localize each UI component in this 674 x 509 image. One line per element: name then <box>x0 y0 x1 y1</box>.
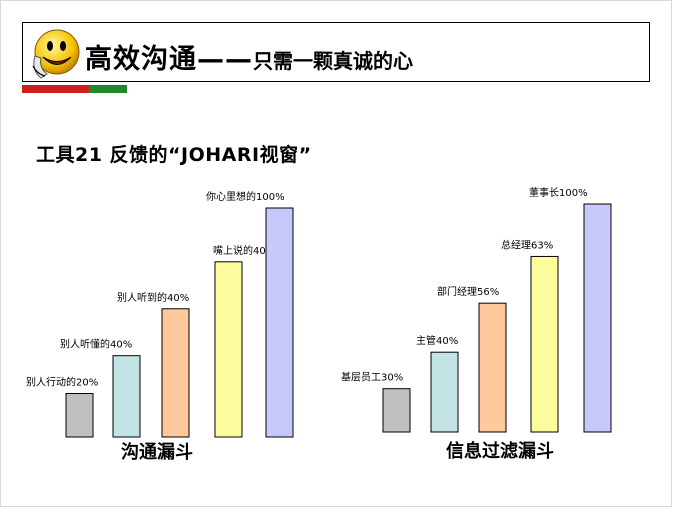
filter-bar-label-5: 董事长100% <box>529 186 588 199</box>
accent-bar-red <box>22 85 89 93</box>
funnel-bar-label-5: 你心里想的100% <box>206 190 285 203</box>
funnel-bar-2 <box>112 355 141 438</box>
filter-bar-5 <box>583 203 612 433</box>
page-title: 高效沟通——只需一颗真诚的心 <box>85 37 413 76</box>
funnel-bar-5 <box>265 207 294 438</box>
funnel-bar-3 <box>161 308 190 438</box>
funnel-bar-1 <box>65 392 94 438</box>
title-box: 高效沟通——只需一颗真诚的心 <box>22 22 650 82</box>
smiley-phone-icon <box>32 29 80 79</box>
funnel-bar-label-2: 别人听懂的40% <box>60 338 132 351</box>
section-subtitle: 工具21 反馈的“JOHARI视窗” <box>36 144 312 166</box>
filter-bar-label-4: 总经理63% <box>501 238 553 251</box>
funnel-bar-4 <box>214 261 243 438</box>
accent-bar-green <box>89 85 127 93</box>
filter-chart: 基层员工30% 主管40% 部门经理56% 总经理63% 董事长100% 信息过滤漏斗 <box>341 186 612 462</box>
filter-bar-1 <box>382 388 411 433</box>
funnel-chart: 别人行动的20% 别人听懂的40% 别人听到的40% 嘴上说的40% 你心里想的100%… <box>26 190 294 463</box>
filter-bar-2 <box>430 351 459 433</box>
filter-bar-4 <box>530 255 559 433</box>
page-title-sub: 只需一颗真诚的心 <box>253 49 413 73</box>
page-title-main: 高效沟通—— <box>85 44 253 75</box>
filter-bar-label-3: 部门经理56% <box>437 285 499 298</box>
filter-bar-label-1: 基层员工30% <box>341 371 403 384</box>
filter-bar-label-2: 主管40% <box>416 334 458 347</box>
funnel-bar-label-1: 别人行动的20% <box>26 375 98 388</box>
filter-chart-title: 信息过滤漏斗 <box>446 440 554 462</box>
filter-bar-3 <box>478 302 507 433</box>
funnel-bar-label-3: 别人听到的40% <box>117 291 189 304</box>
funnel-bar-label-4: 嘴上说的40% <box>213 244 275 257</box>
funnel-chart-title: 沟通漏斗 <box>121 441 193 463</box>
